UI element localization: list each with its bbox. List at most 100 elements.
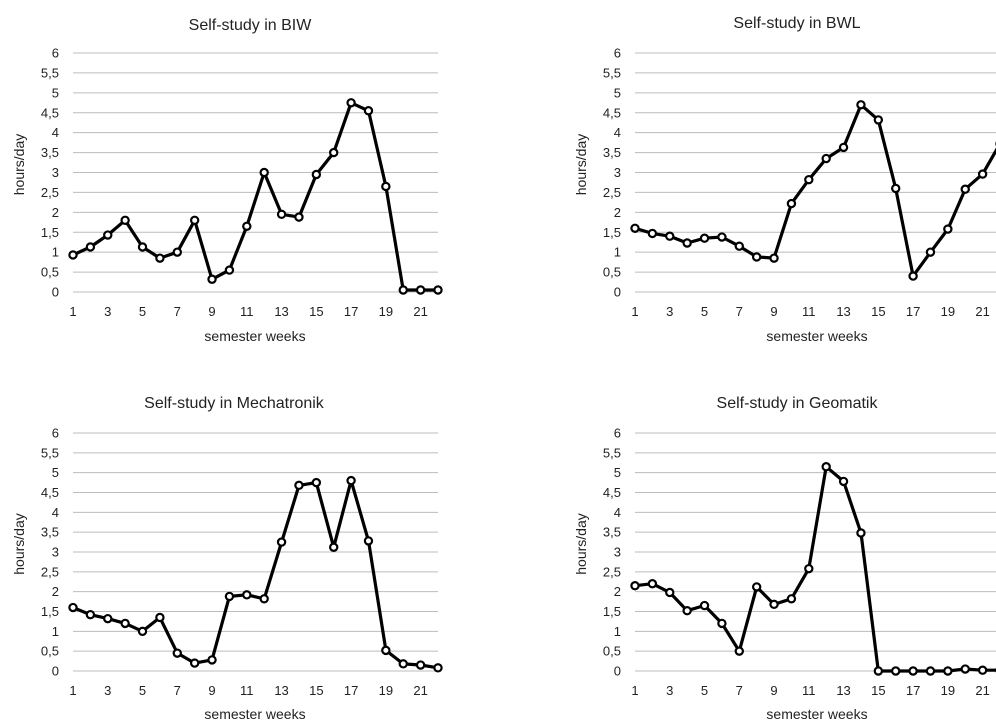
x-tick-label: 3 — [104, 304, 111, 319]
x-tick-label: 1 — [631, 683, 638, 698]
data-point — [381, 645, 391, 656]
x-tick-label: 17 — [344, 304, 358, 319]
x-tick-label: 9 — [770, 683, 777, 698]
x-axis-label: semester weeks — [204, 328, 305, 344]
series-line — [634, 103, 996, 278]
data-point — [977, 665, 988, 675]
data-point — [346, 98, 356, 108]
data-point — [838, 142, 849, 153]
x-tick-label: 5 — [701, 304, 708, 319]
data-point — [311, 477, 322, 488]
data-point — [85, 242, 96, 252]
data-point — [734, 241, 744, 251]
x-axis-label: semester weeks — [204, 706, 305, 722]
y-tick-label: 0,5 — [603, 644, 621, 659]
series-line — [72, 479, 439, 670]
chart-panel: 00,511,522,533,544,555,561 3 5 7 9 11 13 15 17 19… — [573, 395, 996, 722]
x-tick-label: 17 — [906, 683, 920, 698]
data-point — [329, 147, 339, 158]
x-tick-label: 5 — [139, 304, 146, 319]
data-point — [137, 242, 148, 252]
data-point — [276, 537, 287, 547]
chart-title: Self-study in Mechatronik — [144, 395, 325, 412]
y-tick-label: 6 — [52, 46, 59, 61]
x-tick-label: 9 — [208, 304, 215, 319]
y-tick-label: 5,5 — [41, 65, 59, 80]
x-tick-label: 19 — [941, 683, 955, 698]
series-line — [72, 101, 438, 292]
y-tick-label: 5 — [52, 85, 59, 100]
x-tick-label: 11 — [240, 683, 254, 698]
data-point — [682, 606, 692, 616]
data-point — [925, 247, 936, 257]
y-tick-label: 0 — [614, 664, 621, 679]
y-tick-label: 1,5 — [603, 225, 621, 240]
data-point — [68, 602, 78, 613]
y-tick-label: 5 — [614, 85, 621, 100]
x-tick-label: 1 — [69, 683, 76, 698]
data-point — [908, 666, 918, 676]
data-point — [259, 167, 269, 178]
x-tick-label: 15 — [871, 683, 885, 698]
data-point — [172, 648, 182, 658]
x-tick-label: 1 — [69, 304, 76, 319]
x-tick-label: 11 — [802, 304, 816, 319]
data-point — [415, 285, 426, 295]
data-point — [977, 169, 988, 179]
y-tick-label: 6 — [614, 426, 621, 441]
y-tick-label: 3,5 — [41, 525, 59, 540]
data-point — [943, 224, 953, 234]
data-point — [699, 233, 710, 243]
x-tick-label: 21 — [975, 683, 989, 698]
y-axis-label: hours/day — [573, 513, 589, 574]
x-tick-label: 19 — [379, 683, 393, 698]
data-point — [665, 587, 675, 598]
data-point — [804, 563, 814, 574]
data-point — [665, 231, 675, 241]
y-tick-label: 3 — [614, 545, 621, 560]
data-point — [346, 475, 356, 486]
y-tick-label: 6 — [52, 426, 59, 441]
y-tick-label: 0,5 — [41, 644, 59, 659]
chart-panel: 00,511,522,533,544,555,561 3 5 7 9 11 13 15 17 19… — [573, 15, 996, 344]
data-point — [381, 181, 391, 192]
x-tick-label: 17 — [906, 304, 920, 319]
y-tick-label: 0 — [614, 285, 621, 300]
x-tick-label: 5 — [139, 683, 146, 698]
data-point — [363, 106, 374, 116]
data-point — [804, 174, 814, 185]
data-point — [821, 462, 831, 472]
data-point — [717, 618, 727, 629]
data-point — [363, 536, 374, 546]
data-point — [120, 215, 130, 225]
x-tick-label: 19 — [379, 304, 393, 319]
y-tick-label: 2,5 — [603, 564, 621, 579]
y-tick-label: 2,5 — [603, 185, 621, 200]
y-tick-label: 4,5 — [603, 485, 621, 500]
x-tick-label: 3 — [104, 683, 111, 698]
data-point — [960, 664, 970, 674]
y-tick-label: 5,5 — [41, 445, 59, 460]
x-tick-label: 13 — [836, 683, 850, 698]
data-point — [276, 209, 287, 220]
x-tick-label: 21 — [975, 304, 989, 319]
y-tick-label: 3 — [52, 165, 59, 180]
data-point — [120, 618, 130, 629]
x-tick-label: 9 — [208, 683, 215, 698]
data-point — [189, 215, 200, 225]
data-point — [891, 666, 901, 676]
data-point — [155, 612, 165, 623]
data-point — [751, 252, 762, 262]
y-tick-label: 2 — [614, 205, 621, 220]
y-tick-label: 5 — [52, 465, 59, 480]
y-tick-label: 1 — [52, 624, 59, 639]
data-point — [103, 613, 113, 624]
y-tick-label: 2,5 — [41, 185, 59, 200]
y-tick-label: 1,5 — [41, 225, 59, 240]
x-tick-label: 15 — [871, 304, 885, 319]
chart-panel: 00,511,522,533,544,555,561 3 5 7 9 11 13 15 17 19… — [11, 395, 443, 722]
chart-panel: 00,511,522,533,544,555,561 3 5 7 9 11 13 15 17 19… — [11, 17, 443, 344]
x-tick-label: 5 — [701, 683, 708, 698]
y-tick-label: 4,5 — [41, 105, 59, 120]
